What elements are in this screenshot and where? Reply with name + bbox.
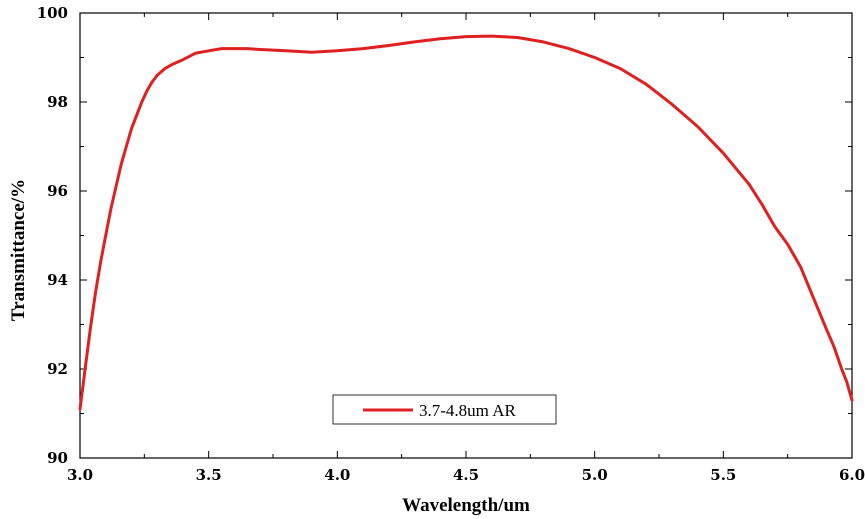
legend: 3.7-4.8um AR [332,394,557,425]
x-tick-label: 4.5 [453,466,479,484]
y-tick-label: 96 [47,182,68,200]
x-tick-label: 5.5 [710,466,736,484]
y-tick-label: 100 [37,4,68,22]
legend-label: 3.7-4.8um AR [419,401,516,420]
x-tick-label: 3.5 [196,466,222,484]
series-layer [78,34,854,411]
y-tick-label: 98 [47,93,68,111]
x-tick-label: 3.0 [67,466,93,484]
axis-tick-labels: 3.0 3.5 4.0 4.5 5.0 5.5 6.0 90 92 94 96 98 100 [37,4,865,484]
y-tick-label: 92 [47,360,68,378]
plot-area-frame [79,12,853,459]
x-axis-title: Wavelength/um [402,495,530,516]
x-tick-label: 4.0 [324,466,350,484]
x-tick-label: 6.0 [839,466,865,484]
y-tick-label: 90 [47,449,68,467]
x-tick-label: 5.0 [582,466,608,484]
y-tick-label: 94 [47,271,68,289]
axis-ticks [79,12,853,459]
y-axis-title: Transmittance/% [8,179,29,321]
series-line [78,34,854,411]
